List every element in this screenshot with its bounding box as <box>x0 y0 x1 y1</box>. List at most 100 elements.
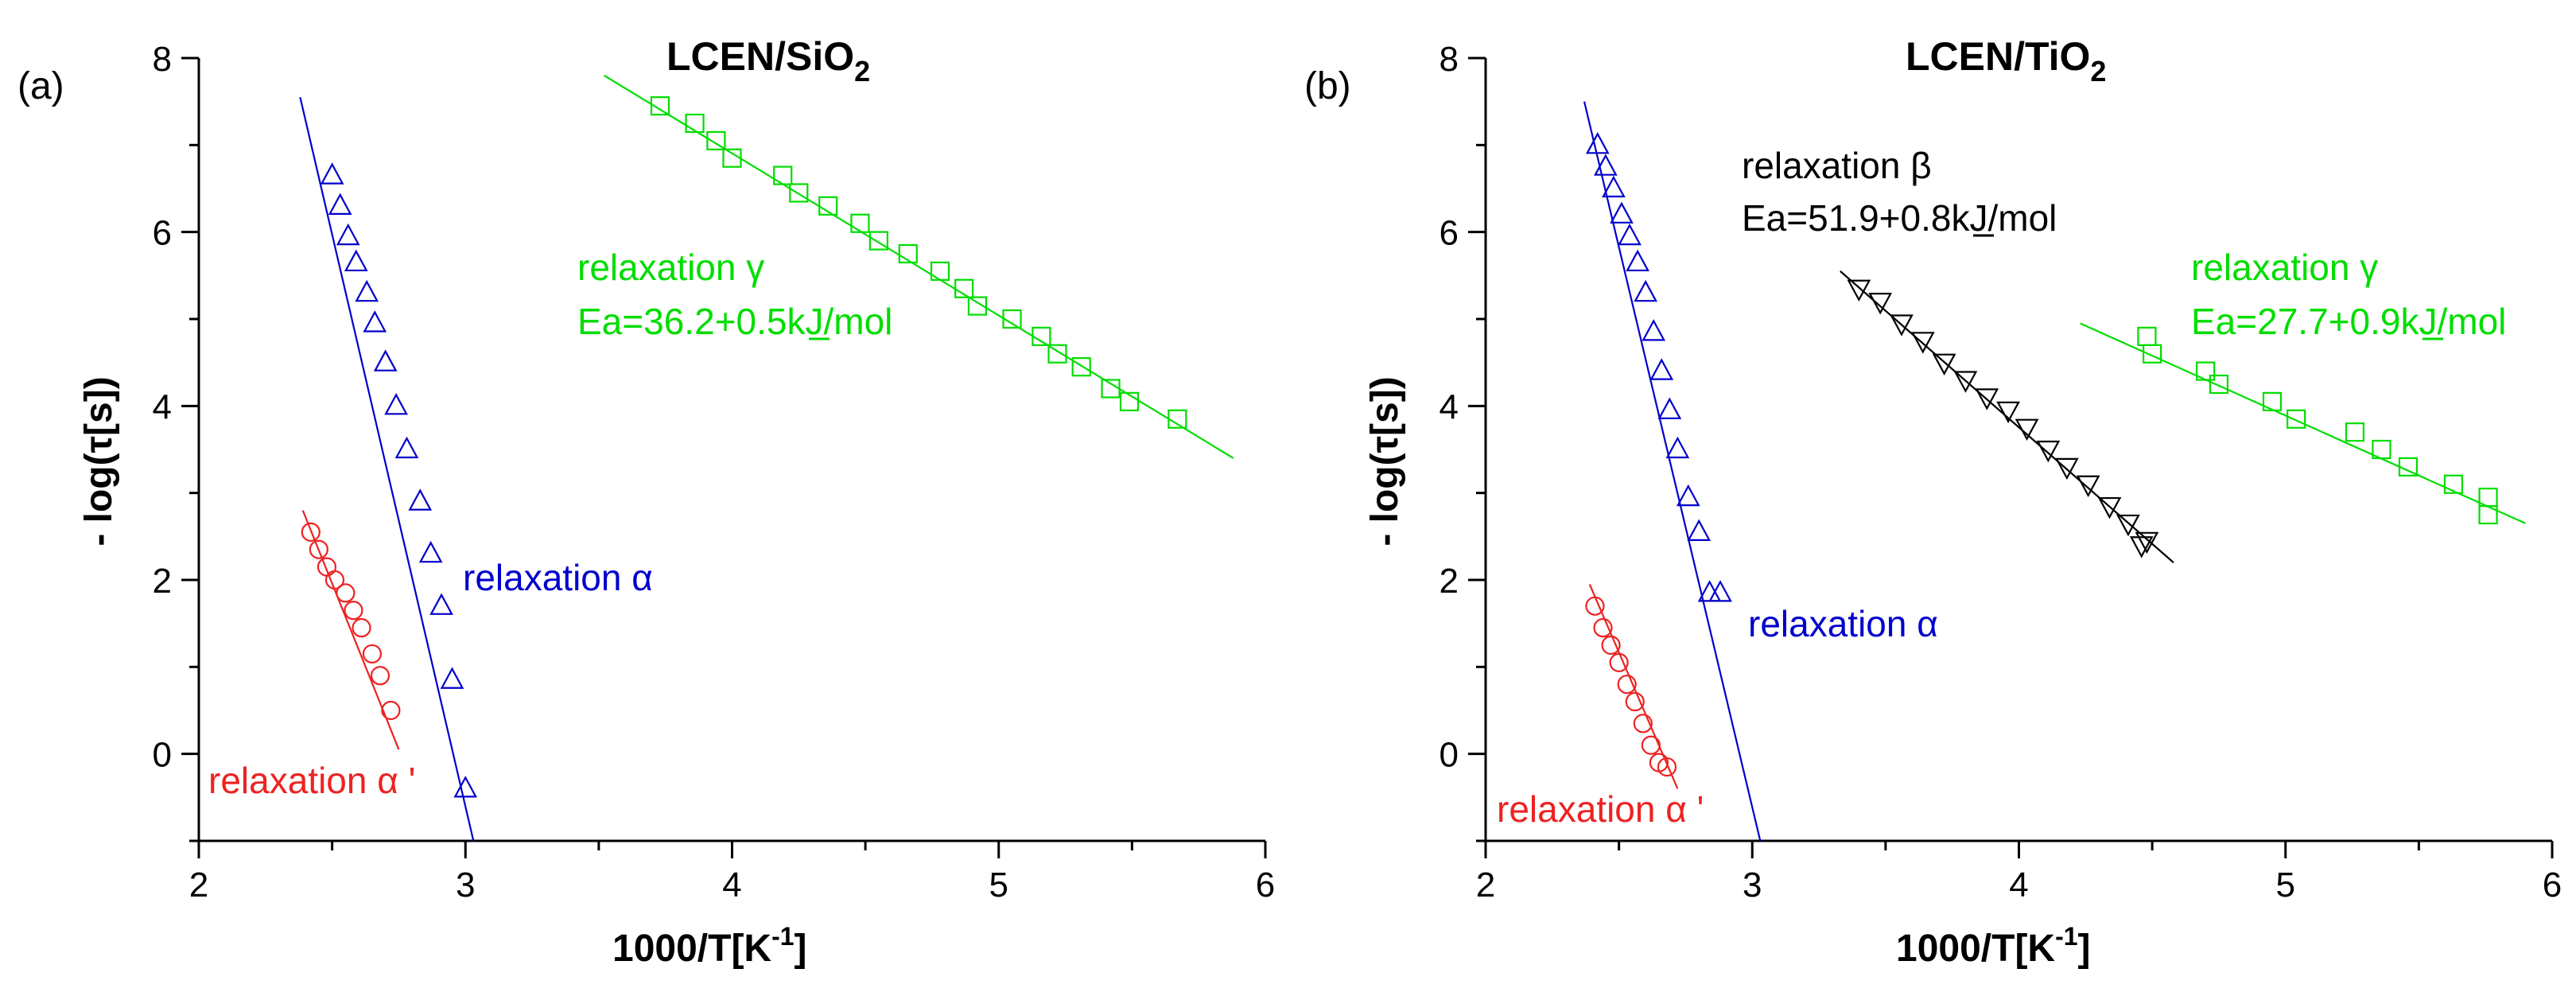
panel-a-fit-lines <box>299 74 1234 842</box>
marker-gamma <box>706 130 726 150</box>
marker-gamma <box>1047 344 1067 364</box>
marker-gamma <box>789 183 809 203</box>
marker-beta <box>2135 531 2159 554</box>
fit-line-alpha <box>299 96 475 842</box>
panel-b-markers <box>1585 132 2498 777</box>
marker-gamma <box>818 196 838 216</box>
marker-alpha <box>1634 279 1657 302</box>
marker-alpha-prime <box>336 583 356 603</box>
marker-alpha-prime <box>1657 757 1677 777</box>
panel-b-annotations: relaxation α relaxation α ' relaxation β… <box>1497 145 2506 830</box>
annotation-b-alpha: relaxation α <box>1748 603 1938 644</box>
marker-alpha <box>453 776 478 798</box>
annotation-b-beta: relaxation β <box>1742 145 1932 186</box>
marker-alpha <box>1585 132 1610 154</box>
marker-gamma <box>1119 391 1140 411</box>
y-tick-label: 0 <box>1440 736 1459 775</box>
marker-alpha <box>1708 580 1732 602</box>
marker-gamma <box>954 278 974 298</box>
marker-alpha <box>1626 249 1649 272</box>
marker-beta <box>2076 475 2100 498</box>
marker-gamma <box>2345 422 2365 442</box>
y-tick-label: 2 <box>1440 562 1459 601</box>
annotation-b-alpha-prime: relaxation α ' <box>1497 788 1704 830</box>
annotation-a-gamma-ea: Ea=36.2+0.5kJ/mol <box>577 301 892 342</box>
panel-a-label: (a) <box>17 65 64 107</box>
marker-alpha <box>1642 319 1666 341</box>
y-tick-label: 2 <box>153 562 172 601</box>
marker-alpha-prime <box>362 644 383 664</box>
marker-alpha <box>344 249 368 272</box>
marker-alpha-prime <box>1609 652 1629 672</box>
marker-beta <box>1890 314 1914 337</box>
marker-gamma <box>2209 374 2229 395</box>
annotation-b-gamma: relaxation γ <box>2191 247 2378 288</box>
marker-alpha-prime <box>1593 618 1613 638</box>
annotation-b-beta-ea: Ea=51.9+0.8kJ/mol <box>1742 197 2057 239</box>
marker-alpha-prime <box>381 700 401 721</box>
marker-gamma <box>1071 357 1091 377</box>
panel-a-y-axis-title: - log(τ[s]) <box>78 376 120 546</box>
marker-gamma <box>722 148 742 168</box>
y-tick-label: 4 <box>153 387 172 426</box>
panel-b-chart: (b) LCEN/TiO2 1000/T[K-1] - log(τ[s]) 2 3… <box>1304 34 2562 970</box>
marker-gamma <box>685 113 705 134</box>
marker-alpha-prime <box>1585 596 1605 616</box>
marker-gamma <box>1168 409 1187 429</box>
marker-alpha <box>408 488 433 511</box>
marker-alpha <box>1676 484 1700 507</box>
fit-line-alpha <box>1583 101 1762 842</box>
marker-alpha <box>384 393 408 415</box>
marker-alpha <box>440 667 464 689</box>
marker-gamma <box>1101 379 1121 399</box>
panel-b-y-axis-title: - log(τ[s]) <box>1364 376 1406 546</box>
panel-b-title: LCEN/TiO2 <box>1906 34 2106 88</box>
marker-alpha-prime <box>317 557 337 577</box>
marker-gamma <box>967 296 988 316</box>
marker-beta <box>2036 440 2061 463</box>
panel-a-x-axis-title: 1000/T[K-1] <box>612 922 807 970</box>
marker-alpha-prime <box>344 601 363 621</box>
marker-gamma <box>1032 326 1051 346</box>
x-tick-label: 5 <box>989 866 1008 905</box>
marker-gamma <box>2478 504 2498 525</box>
marker-alpha <box>1649 358 1674 380</box>
x-tick-label: 2 <box>1476 866 1495 905</box>
x-tick-label: 4 <box>722 866 741 905</box>
marker-alpha <box>1594 154 1618 176</box>
marker-alpha <box>429 593 453 615</box>
marker-alpha <box>320 162 344 185</box>
y-tick-label: 6 <box>1440 214 1459 253</box>
marker-gamma <box>850 213 870 233</box>
marker-gamma <box>773 165 793 185</box>
marker-gamma <box>2398 457 2419 477</box>
y-tick-label: 6 <box>153 214 172 253</box>
marker-gamma <box>930 261 950 281</box>
marker-beta <box>2097 496 2122 519</box>
y-tick-label: 8 <box>1440 40 1459 79</box>
x-tick-label: 6 <box>1256 866 1275 905</box>
x-tick-label: 3 <box>456 866 475 905</box>
marker-gamma <box>898 243 918 264</box>
marker-gamma <box>1002 309 1022 329</box>
marker-alpha <box>355 279 379 302</box>
marker-alpha <box>363 310 387 333</box>
marker-alpha <box>328 193 352 215</box>
x-tick-label: 6 <box>2543 866 2562 905</box>
marker-alpha <box>1618 223 1642 246</box>
marker-alpha-prime <box>301 522 321 542</box>
marker-beta <box>2116 514 2140 537</box>
marker-alpha-prime <box>1601 635 1621 656</box>
marker-alpha-prime <box>1617 675 1637 694</box>
marker-alpha-prime <box>1625 691 1645 712</box>
fit-line-alpha-prime <box>301 510 400 750</box>
fit-line-gamma <box>2080 322 2526 524</box>
x-tick-label: 4 <box>2009 866 2028 905</box>
panel-a-axes: 2 3 4 5 6 0 2 4 6 8 <box>153 40 1276 905</box>
x-tick-label: 3 <box>1743 866 1762 905</box>
marker-beta <box>1932 353 1956 375</box>
annotation-a-gamma: relaxation γ <box>577 247 764 288</box>
marker-alpha-prime <box>370 666 390 686</box>
fit-line-beta <box>1840 270 2174 563</box>
